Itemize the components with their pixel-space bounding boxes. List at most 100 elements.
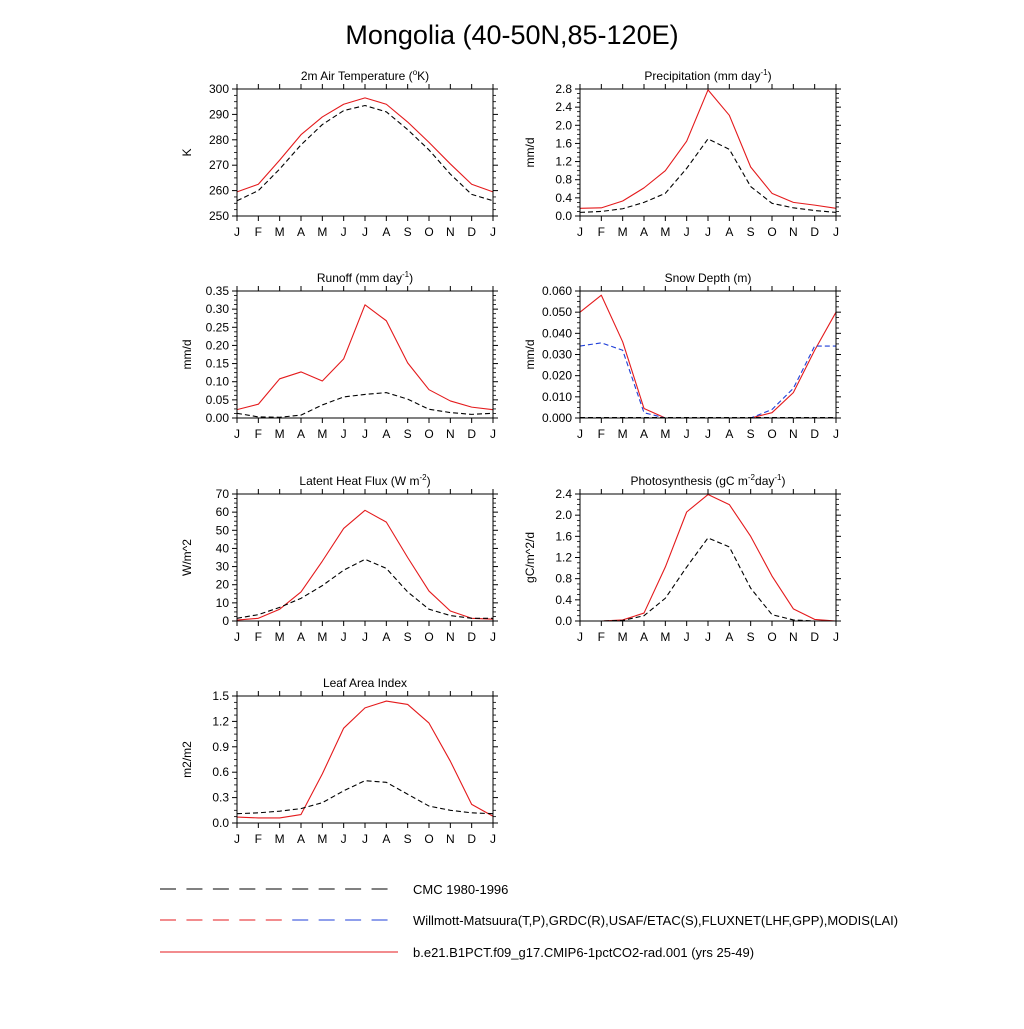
x-tick-label: A <box>382 630 390 644</box>
y-tick-label: 1.2 <box>555 551 572 565</box>
y-tick-label: 0.9 <box>212 740 229 754</box>
chart-panel: Snow Depth (m) mm/d 0.000 0.010 0.020 0.030 0.… <box>523 271 841 441</box>
series-line-cmc <box>579 138 837 213</box>
series-line-model <box>236 700 494 819</box>
x-tick-label: J <box>833 427 839 441</box>
x-tick-label: J <box>577 225 583 239</box>
x-tick-label: N <box>446 630 455 644</box>
x-tick-label: J <box>705 630 711 644</box>
legend: CMC 1980-1996 Willmott-Matsuura(T,P),GRDC… <box>160 882 898 960</box>
plot-frame <box>236 493 494 622</box>
x-tick-label: J <box>362 832 368 846</box>
panels: 2m Air Temperature (oK) K 250 260 270 280 290 3… <box>180 68 841 846</box>
x-tick-label: O <box>767 225 776 239</box>
x-tick-label: F <box>255 630 262 644</box>
y-tick-label: 0.20 <box>206 338 230 352</box>
y-tick-label: 0.15 <box>206 357 230 371</box>
y-tick-label: 40 <box>216 541 230 555</box>
x-tick-label: O <box>424 225 433 239</box>
y-tick-label: 0.3 <box>212 791 229 805</box>
series-line-model <box>579 89 837 209</box>
y-tick-label: 280 <box>209 133 229 147</box>
y-tick-label: 10 <box>216 596 230 610</box>
panel-title: Precipitation (mm day-1) <box>644 68 771 83</box>
y-tick-label: 1.6 <box>555 136 572 150</box>
x-tick-label: N <box>789 427 798 441</box>
series-line-cmc <box>236 392 494 418</box>
x-tick-label: D <box>810 225 819 239</box>
y-tick-label: 2.0 <box>555 508 572 522</box>
y-tick-label: 0.000 <box>542 411 572 425</box>
x-tick-label: D <box>467 630 476 644</box>
y-tick-label: 260 <box>209 184 229 198</box>
x-tick-label: O <box>424 630 433 644</box>
y-tick-label: 0.10 <box>206 375 230 389</box>
y-tick-label: 0.0 <box>212 816 229 830</box>
y-tick-label: 0.040 <box>542 326 572 340</box>
x-tick-label: J <box>362 630 368 644</box>
x-tick-label: D <box>467 427 476 441</box>
y-axis-label: mm/d <box>180 340 194 370</box>
x-tick-label: D <box>467 832 476 846</box>
chart-panel: Precipitation (mm day-1) mm/d 0.0 0.4 0.8 1.2… <box>523 68 841 239</box>
x-tick-label: S <box>747 225 755 239</box>
y-tick-label: 0.4 <box>555 191 572 205</box>
x-tick-label: J <box>490 225 496 239</box>
x-tick-label: J <box>234 427 240 441</box>
x-tick-label: N <box>446 832 455 846</box>
x-tick-label: N <box>446 225 455 239</box>
y-tick-label: 2.0 <box>555 118 572 132</box>
series-line-cmc <box>236 780 494 815</box>
x-tick-label: J <box>833 630 839 644</box>
x-tick-label: O <box>424 427 433 441</box>
chart-panel: Latent Heat Flux (W m-2) W/m^2 0 10 20 30 40 50… <box>180 473 498 644</box>
x-tick-label: J <box>490 630 496 644</box>
plot-frame <box>579 88 837 217</box>
x-tick-label: J <box>234 225 240 239</box>
x-tick-label: J <box>234 832 240 846</box>
x-tick-label: M <box>660 630 670 644</box>
x-tick-label: J <box>577 630 583 644</box>
y-tick-label: 270 <box>209 158 229 172</box>
y-tick-label: 2.8 <box>555 82 572 96</box>
x-tick-label: J <box>705 427 711 441</box>
y-axis-label: mm/d <box>523 138 537 168</box>
plot-frame <box>236 695 494 824</box>
x-tick-label: J <box>490 427 496 441</box>
x-tick-label: J <box>362 225 368 239</box>
legend-entry: b.e21.B1PCT.f09_g17.CMIP6-1pctCO2-rad.00… <box>160 945 754 960</box>
x-tick-label: M <box>317 427 327 441</box>
x-tick-label: F <box>598 225 605 239</box>
x-tick-label: J <box>833 225 839 239</box>
x-tick-label: N <box>789 630 798 644</box>
y-tick-label: 0.030 <box>542 348 572 362</box>
y-tick-label: 60 <box>216 505 230 519</box>
panel-title: Runoff (mm day-1) <box>317 270 413 285</box>
x-tick-label: M <box>317 630 327 644</box>
figure-title: Mongolia (40-50N,85-120E) <box>345 20 678 50</box>
y-axis-label: K <box>180 148 194 156</box>
panel-title: 2m Air Temperature (oK) <box>301 68 429 83</box>
y-tick-label: 0 <box>222 614 229 628</box>
x-tick-label: M <box>275 225 285 239</box>
y-tick-label: 0.6 <box>212 765 229 779</box>
series-line-obs <box>579 342 836 419</box>
y-axis-label: m2/m2 <box>180 741 194 778</box>
x-tick-label: S <box>747 427 755 441</box>
chart-panel: Photosynthesis (gC m-2day-1) gC/m^2/d 0.0 0… <box>523 473 841 644</box>
series-line-model <box>236 304 494 411</box>
series-line-cmc <box>580 537 836 622</box>
y-tick-label: 0.0 <box>555 614 572 628</box>
x-tick-label: S <box>404 225 412 239</box>
x-tick-label: S <box>404 832 412 846</box>
panel-title: Snow Depth (m) <box>665 271 752 285</box>
chart-panel: Runoff (mm day-1) mm/d 0.00 0.05 0.10 0.15 0.2… <box>180 270 498 441</box>
legend-label: CMC 1980-1996 <box>413 882 508 897</box>
panel-title: Latent Heat Flux (W m-2) <box>299 473 430 488</box>
x-tick-label: D <box>467 225 476 239</box>
x-tick-label: M <box>275 630 285 644</box>
x-tick-label: F <box>598 427 605 441</box>
x-tick-label: N <box>446 427 455 441</box>
